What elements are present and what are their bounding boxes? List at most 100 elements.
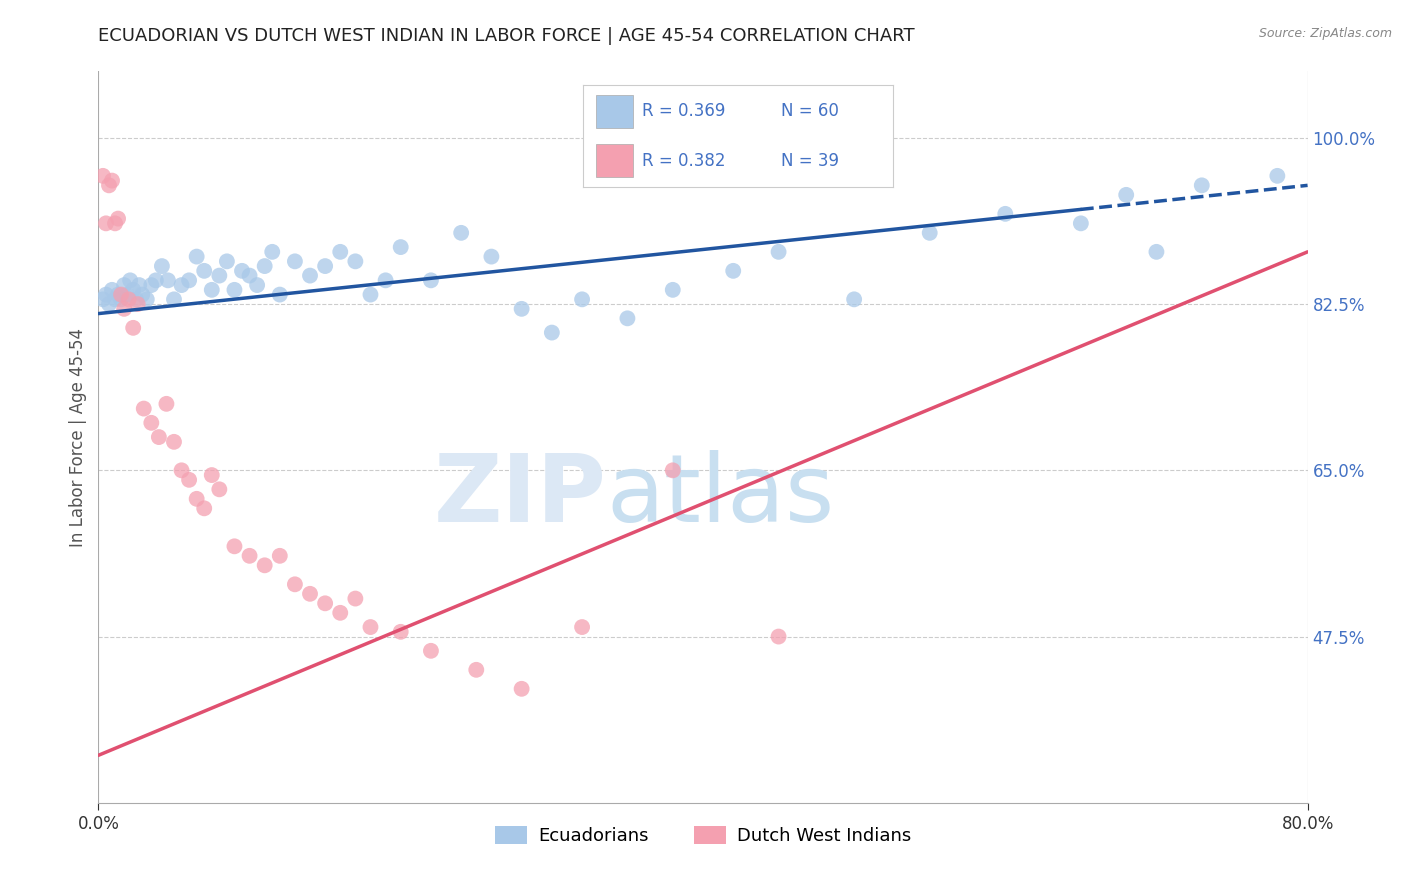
Point (101, 173, 124, 187)
Point (269, 549, 291, 563)
Legend: Ecuadorians, Dutch West Indians: Ecuadorians, Dutch West Indians (488, 819, 918, 852)
Point (844, 293, 866, 307)
Point (104, 293, 127, 307)
Point (156, 273, 179, 287)
Point (145, 273, 167, 287)
Point (215, 254, 238, 268)
Point (193, 501, 215, 516)
Point (186, 250, 208, 264)
Point (239, 268, 262, 283)
Text: ZIP: ZIP (433, 450, 606, 541)
Point (170, 278, 193, 293)
Text: R = 0.382: R = 0.382 (643, 152, 725, 169)
Point (94, 287, 117, 301)
Point (450, 226, 472, 240)
Point (314, 596, 336, 610)
Point (112, 301, 135, 316)
Point (231, 264, 253, 278)
Point (918, 226, 941, 240)
Point (148, 430, 170, 444)
Point (723, 264, 745, 278)
Point (1070, 216, 1092, 230)
Text: N = 60: N = 60 (782, 103, 839, 120)
Point (1146, 244, 1168, 259)
Point (284, 577, 307, 591)
Point (128, 278, 150, 293)
Point (112, 278, 135, 293)
Point (224, 283, 246, 297)
Point (179, 273, 201, 287)
Text: ECUADORIAN VS DUTCH WEST INDIAN IN LABOR FORCE | AGE 45-54 CORRELATION CHART: ECUADORIAN VS DUTCH WEST INDIAN IN LABOR… (98, 27, 915, 45)
Point (420, 644, 443, 658)
Point (224, 539, 246, 553)
Point (540, 326, 562, 340)
Point (141, 416, 163, 430)
Point (120, 273, 142, 287)
Point (661, 463, 683, 477)
Point (299, 587, 322, 601)
Point (360, 620, 382, 634)
Point (91, 169, 114, 183)
Point (994, 207, 1017, 221)
Point (661, 283, 683, 297)
Point (571, 620, 593, 634)
Point (253, 259, 276, 273)
Point (98, 297, 121, 311)
Point (465, 663, 488, 677)
Point (1191, 178, 1213, 193)
Point (163, 434, 186, 449)
Point (150, 259, 173, 273)
Point (374, 273, 396, 287)
Point (768, 244, 790, 259)
Point (239, 549, 262, 563)
Point (141, 278, 163, 293)
Y-axis label: In Labor Force | Age 45-54: In Labor Force | Age 45-54 (69, 327, 87, 547)
Point (510, 301, 533, 316)
Point (344, 591, 367, 606)
Point (110, 293, 132, 307)
Point (201, 283, 224, 297)
Point (262, 244, 284, 259)
Point (94, 216, 117, 230)
Point (135, 293, 157, 307)
Point (125, 293, 148, 307)
Text: N = 39: N = 39 (782, 152, 839, 169)
FancyBboxPatch shape (596, 95, 633, 128)
Text: R = 0.369: R = 0.369 (643, 103, 725, 120)
Point (253, 558, 276, 573)
Point (118, 293, 141, 307)
Point (107, 287, 129, 301)
Point (329, 244, 352, 259)
Point (127, 297, 149, 311)
Point (344, 254, 367, 268)
Point (107, 211, 129, 226)
Point (1115, 187, 1137, 202)
Point (284, 254, 307, 268)
Point (616, 311, 638, 326)
Point (179, 473, 201, 487)
Point (1267, 169, 1289, 183)
Point (299, 268, 322, 283)
Point (208, 268, 231, 283)
Point (481, 250, 503, 264)
Point (389, 624, 412, 639)
Point (768, 630, 790, 644)
Point (132, 401, 155, 416)
Point (571, 293, 593, 307)
Point (122, 321, 145, 335)
Point (131, 287, 153, 301)
Point (389, 240, 412, 254)
Point (186, 491, 208, 506)
Point (329, 606, 352, 620)
Point (208, 483, 231, 497)
Point (91, 293, 114, 307)
Point (122, 283, 145, 297)
Point (420, 273, 443, 287)
Text: Source: ZipAtlas.com: Source: ZipAtlas.com (1258, 27, 1392, 40)
Point (246, 278, 269, 293)
Point (98, 178, 121, 193)
Point (510, 681, 533, 696)
Point (155, 397, 177, 411)
Point (269, 287, 291, 301)
Point (104, 216, 127, 230)
